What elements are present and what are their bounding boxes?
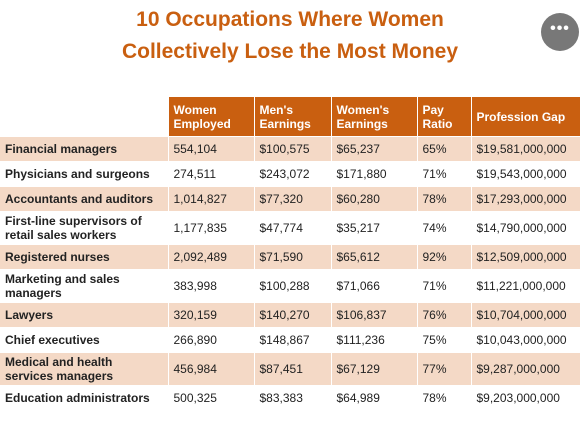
- header-pay-ratio: Pay Ratio: [417, 97, 472, 137]
- table-header-row: Women Employed Men's Earnings Women's Ea…: [0, 97, 580, 137]
- pay-ratio-cell: 74%: [417, 211, 472, 245]
- mens-earnings-cell: $100,575: [254, 136, 332, 162]
- header-profession-gap: Profession Gap: [471, 97, 580, 137]
- table-row: Accountants and auditors 1,014,827 $77,3…: [0, 186, 580, 212]
- occupation-cell: Education administrators: [0, 385, 169, 411]
- women-employed-cell: 2,092,489: [168, 244, 255, 270]
- womens-earnings-cell: $64,989: [331, 385, 418, 411]
- occupation-cell: Registered nurses: [0, 244, 169, 270]
- womens-earnings-cell: $67,129: [331, 352, 418, 386]
- profession-gap-cell: $9,203,000,000: [471, 385, 580, 411]
- occupation-cell: Chief executives: [0, 327, 169, 353]
- women-employed-cell: 266,890: [168, 327, 255, 353]
- pay-ratio-cell: 78%: [417, 385, 472, 411]
- mens-earnings-cell: $71,590: [254, 244, 332, 270]
- table-row: Medical and health services managers 456…: [0, 352, 580, 386]
- mens-earnings-cell: $47,774: [254, 211, 332, 245]
- title-line-2: Collectively Lose the Most Money: [121, 40, 459, 63]
- more-options-button[interactable]: •••: [541, 13, 579, 51]
- womens-earnings-cell: $35,217: [331, 211, 418, 245]
- pay-ratio-cell: 77%: [417, 352, 472, 386]
- table-row: Chief executives 266,890 $148,867 $111,2…: [0, 327, 580, 353]
- mens-earnings-cell: $83,383: [254, 385, 332, 411]
- occupation-cell: Medical and health services managers: [0, 352, 169, 386]
- womens-earnings-cell: $71,066: [331, 269, 418, 303]
- women-employed-cell: 1,014,827: [168, 186, 255, 212]
- profession-gap-cell: $10,043,000,000: [471, 327, 580, 353]
- table-row: Lawyers 320,159 $140,270 $106,837 76% $1…: [0, 302, 580, 328]
- women-employed-cell: 500,325: [168, 385, 255, 411]
- women-employed-cell: 274,511: [168, 161, 255, 187]
- table-row: Registered nurses 2,092,489 $71,590 $65,…: [0, 244, 580, 270]
- mens-earnings-cell: $243,072: [254, 161, 332, 187]
- mens-earnings-cell: $77,320: [254, 186, 332, 212]
- women-employed-cell: 320,159: [168, 302, 255, 328]
- women-employed-cell: 456,984: [168, 352, 255, 386]
- womens-earnings-cell: $111,236: [331, 327, 418, 353]
- table-row: Marketing and sales managers 383,998 $10…: [0, 269, 580, 303]
- occupation-cell: Physicians and surgeons: [0, 161, 169, 187]
- pay-ratio-cell: 92%: [417, 244, 472, 270]
- mens-earnings-cell: $100,288: [254, 269, 332, 303]
- profession-gap-cell: $17,293,000,000: [471, 186, 580, 212]
- mens-earnings-cell: $87,451: [254, 352, 332, 386]
- occupation-cell: Marketing and sales managers: [0, 269, 169, 303]
- table-row: Financial managers 554,104 $100,575 $65,…: [0, 136, 580, 162]
- profession-gap-cell: $12,509,000,000: [471, 244, 580, 270]
- header-womens-earnings: Women's Earnings: [331, 97, 418, 137]
- womens-earnings-cell: $171,880: [331, 161, 418, 187]
- pay-ratio-cell: 71%: [417, 269, 472, 303]
- more-horizontal-icon: •••: [550, 20, 570, 37]
- occupation-cell: First-line supervisors of retail sales w…: [0, 211, 169, 245]
- mens-earnings-cell: $148,867: [254, 327, 332, 353]
- profession-gap-cell: $19,543,000,000: [471, 161, 580, 187]
- header-occupation: [0, 97, 169, 137]
- pay-ratio-cell: 65%: [417, 136, 472, 162]
- header-women-employed: Women Employed: [168, 97, 255, 137]
- occupation-cell: Accountants and auditors: [0, 186, 169, 212]
- womens-earnings-cell: $65,612: [331, 244, 418, 270]
- profession-gap-cell: $11,221,000,000: [471, 269, 580, 303]
- pay-ratio-cell: 71%: [417, 161, 472, 187]
- title-line-1: 10 Occupations Where Women: [136, 8, 444, 31]
- occupation-cell: Lawyers: [0, 302, 169, 328]
- profession-gap-cell: $10,704,000,000: [471, 302, 580, 328]
- womens-earnings-cell: $106,837: [331, 302, 418, 328]
- profession-gap-cell: $14,790,000,000: [471, 211, 580, 245]
- occupations-table: Women Employed Men's Earnings Women's Ea…: [0, 97, 580, 411]
- womens-earnings-cell: $60,280: [331, 186, 418, 212]
- pay-ratio-cell: 78%: [417, 186, 472, 212]
- women-employed-cell: 383,998: [168, 269, 255, 303]
- profession-gap-cell: $19,581,000,000: [471, 136, 580, 162]
- womens-earnings-cell: $65,237: [331, 136, 418, 162]
- table-row: Physicians and surgeons 274,511 $243,072…: [0, 161, 580, 187]
- table-row: First-line supervisors of retail sales w…: [0, 211, 580, 245]
- profession-gap-cell: $9,287,000,000: [471, 352, 580, 386]
- header-mens-earnings: Men's Earnings: [254, 97, 332, 137]
- pay-ratio-cell: 76%: [417, 302, 472, 328]
- occupation-cell: Financial managers: [0, 136, 169, 162]
- page-title: 10 Occupations Where Women Collectively …: [0, 4, 580, 68]
- women-employed-cell: 1,177,835: [168, 211, 255, 245]
- pay-ratio-cell: 75%: [417, 327, 472, 353]
- mens-earnings-cell: $140,270: [254, 302, 332, 328]
- women-employed-cell: 554,104: [168, 136, 255, 162]
- table-row: Education administrators 500,325 $83,383…: [0, 385, 580, 411]
